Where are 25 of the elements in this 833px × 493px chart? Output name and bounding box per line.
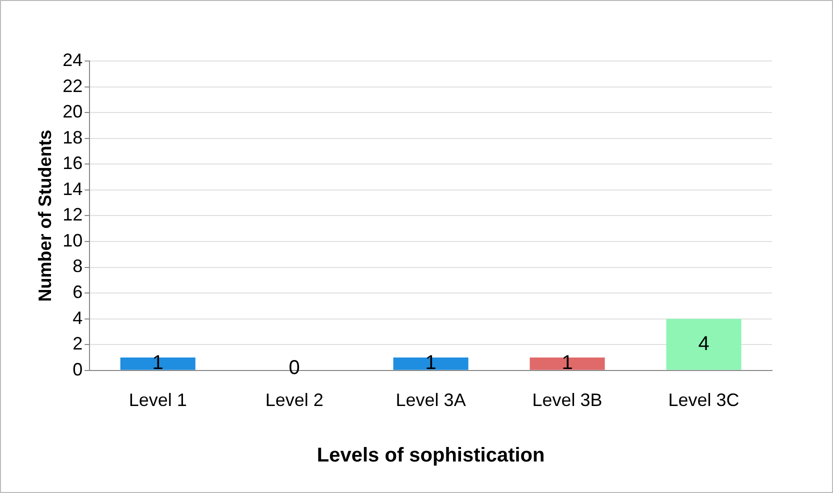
y-tick-label: 6 <box>72 282 83 302</box>
y-tick-label: 18 <box>62 127 83 148</box>
y-tick-label: 24 <box>62 50 83 70</box>
y-tick-label: 0 <box>72 359 83 380</box>
y-tick-label: 20 <box>62 102 83 122</box>
x-tick-label: Level 3B <box>532 390 602 410</box>
y-tick-label: 16 <box>62 153 83 174</box>
x-tick-label: Level 3A <box>396 390 466 410</box>
x-axis-title: Levels of sophistication <box>316 444 545 467</box>
x-tick-label: Level 1 <box>128 390 187 410</box>
y-axis-title: Number of Students <box>34 130 55 302</box>
data-label: 1 <box>425 352 436 374</box>
data-label: 0 <box>288 356 300 379</box>
data-label: 4 <box>698 332 710 355</box>
x-tick-label: Level 3C <box>668 390 740 410</box>
data-label: 1 <box>152 352 164 374</box>
y-tick-label: 14 <box>62 178 83 199</box>
data-label: 1 <box>562 352 573 374</box>
y-tick-label: 12 <box>62 204 83 225</box>
x-tick-label: Level 2 <box>265 390 324 410</box>
y-tick-label: 4 <box>72 308 83 328</box>
y-tick-label: 10 <box>62 230 83 250</box>
y-tick-label: 8 <box>72 256 83 276</box>
y-tick-label: 2 <box>72 334 83 354</box>
y-tick-label: 22 <box>62 76 83 96</box>
